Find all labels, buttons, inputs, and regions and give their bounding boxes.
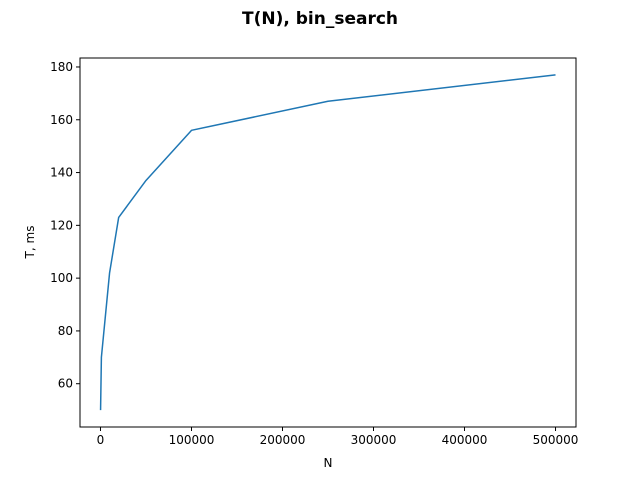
y-axis: 60 80 100 120 140 160 180 [50,60,80,391]
y-tick-label: 80 [58,324,73,338]
x-tick-label: 500000 [533,433,579,447]
x-axis: 0 100000 200000 300000 400000 500000 [97,427,579,447]
x-tick-label: 0 [97,433,105,447]
y-axis-label: T, ms [23,226,37,260]
x-tick-label: 100000 [169,433,215,447]
y-tick-label: 60 [58,377,73,391]
series-group [99,74,556,411]
x-tick-label: 300000 [351,433,397,447]
y-tick-label: 140 [50,166,73,180]
y-tick-label: 180 [50,60,73,74]
y-tick-label: 160 [50,113,73,127]
chart-title: T(N), bin_search [242,9,398,29]
y-tick-label: 100 [50,271,73,285]
x-axis-label: N [324,456,333,470]
x-tick-label: 200000 [260,433,306,447]
plot-area-frame [79,57,577,428]
x-tick-label: 400000 [442,433,488,447]
series-line [99,74,556,411]
y-tick-label: 120 [50,218,73,232]
